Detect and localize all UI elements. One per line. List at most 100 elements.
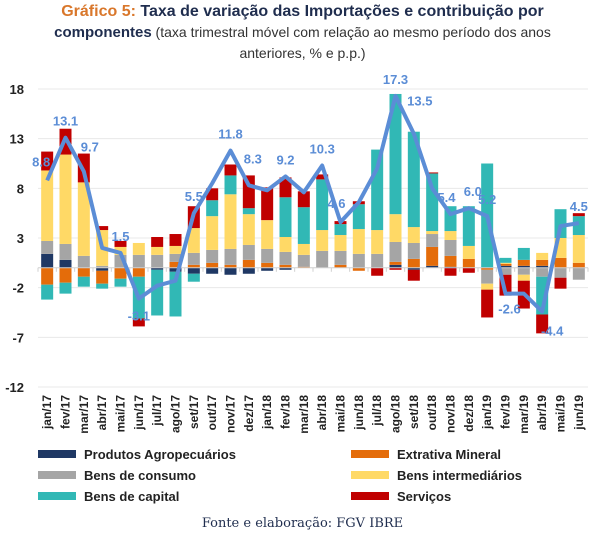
data-label: 17.3 [383,72,408,87]
bar-segment [77,182,90,256]
data-label: 5.2 [478,192,496,207]
legend-item: Bens intermediários [351,466,522,484]
bar-segment [481,267,494,270]
bar-segment [389,241,402,262]
bar-segment [499,265,512,268]
data-label: -2.6 [498,302,520,317]
x-tick-label: abr/17 [95,395,109,431]
bar-segment [462,267,475,273]
data-label: 4.5 [570,199,588,214]
bar-segment [517,259,530,266]
bar-segment [426,234,439,247]
bar-segment [554,277,567,289]
bar-segment [151,269,164,316]
bar-segment [187,273,200,282]
bar-segment [77,255,90,268]
bar-segment [536,314,549,334]
bar-segment [206,216,219,250]
bar-segment [41,170,54,241]
data-label: 1.5 [111,229,129,244]
bar-segment [371,253,384,268]
bar-segment [334,235,347,251]
bar-segment [554,257,567,268]
bar-segment [224,194,237,249]
legend-swatch [38,471,76,479]
bar-segment [407,131,420,228]
data-label: 8.8 [32,154,50,169]
data-label: 6.0 [464,184,482,199]
bar-segment [41,284,54,300]
legend-label: Extrativa Mineral [397,446,502,462]
bar-segment [279,237,292,252]
data-label: 8.3 [244,151,262,166]
bar-segment [151,246,164,255]
bar-segment [41,267,54,285]
bar-segment [77,276,90,287]
bar-segment [517,267,530,275]
bar-segment [536,252,549,260]
x-tick-label: jun/17 [132,395,146,431]
x-tick-label: jun/18 [352,395,366,431]
x-tick-label: ago/17 [169,395,183,433]
subtitle: (taxa trimestral móvel com relação ao me… [151,24,551,40]
total-line [45,93,580,314]
data-labels: 8.8 13.19.7 1.5 -3.1 5.5 11.88.3 9.2 10.3 4.6 17.… [32,72,588,339]
bar-segment [462,245,475,259]
bar-segment [41,240,54,254]
x-tick-label: ago/18 [389,395,403,433]
bar-segment [444,267,457,276]
bar-segment [517,265,530,268]
bar-segment [389,261,402,265]
bar-segment [481,269,494,284]
y-tick-label: -2 [12,281,24,296]
bar-segment [206,262,219,268]
x-tick-label: mai/18 [334,395,348,433]
y-axis: 18 13 8 3 -2 -7 -12 [5,82,24,395]
legend-swatch [351,492,389,500]
bar-segment [444,255,457,267]
bar-segment [554,267,567,278]
bar-segment [444,231,457,240]
x-tick-label: mar/18 [297,395,311,434]
y-tick-label: 13 [10,132,24,147]
bar-segment [132,254,145,268]
x-tick-label: nov/17 [224,395,238,433]
bar-segment [151,254,164,268]
x-tick-label: set/18 [407,395,421,429]
y-tick-label: 3 [17,231,24,246]
bar-segment [481,289,494,318]
data-label: 10.3 [310,141,335,156]
legend-swatch [38,450,76,458]
legend-item: Serviços [351,487,451,505]
bar-segment [279,267,292,270]
data-label: 9.2 [276,152,294,167]
bar-segment [352,253,365,268]
bar-segment [224,267,237,275]
x-tick-label: out/18 [425,395,439,431]
bar-segment [59,154,72,244]
bar-segment [371,230,384,254]
legend-swatch [351,471,389,479]
subtitle-line3: anteriores, % e p.p.) [239,45,366,61]
x-tick-label: fev/19 [499,395,513,429]
bar-segment [352,229,365,254]
bar-segment [572,213,585,217]
legend-label: Produtos Agropecuários [84,446,236,462]
bar-segment [499,267,512,275]
bar-segment [114,278,127,287]
bar-segment [41,151,54,171]
bar-segment [242,244,255,260]
y-tick-label: 8 [17,181,24,196]
x-tick-label: out/17 [205,395,219,431]
x-tick-label: fev/18 [279,395,293,429]
bar-segment [334,250,347,265]
bar-segment [389,264,402,268]
x-tick-label: mai/19 [554,395,568,433]
bar-segment [297,243,310,255]
bar-segment [59,282,72,294]
bar-segment [59,243,72,260]
bar-segment [261,187,274,221]
bar-segment [297,191,310,208]
bar-segment [242,214,255,245]
